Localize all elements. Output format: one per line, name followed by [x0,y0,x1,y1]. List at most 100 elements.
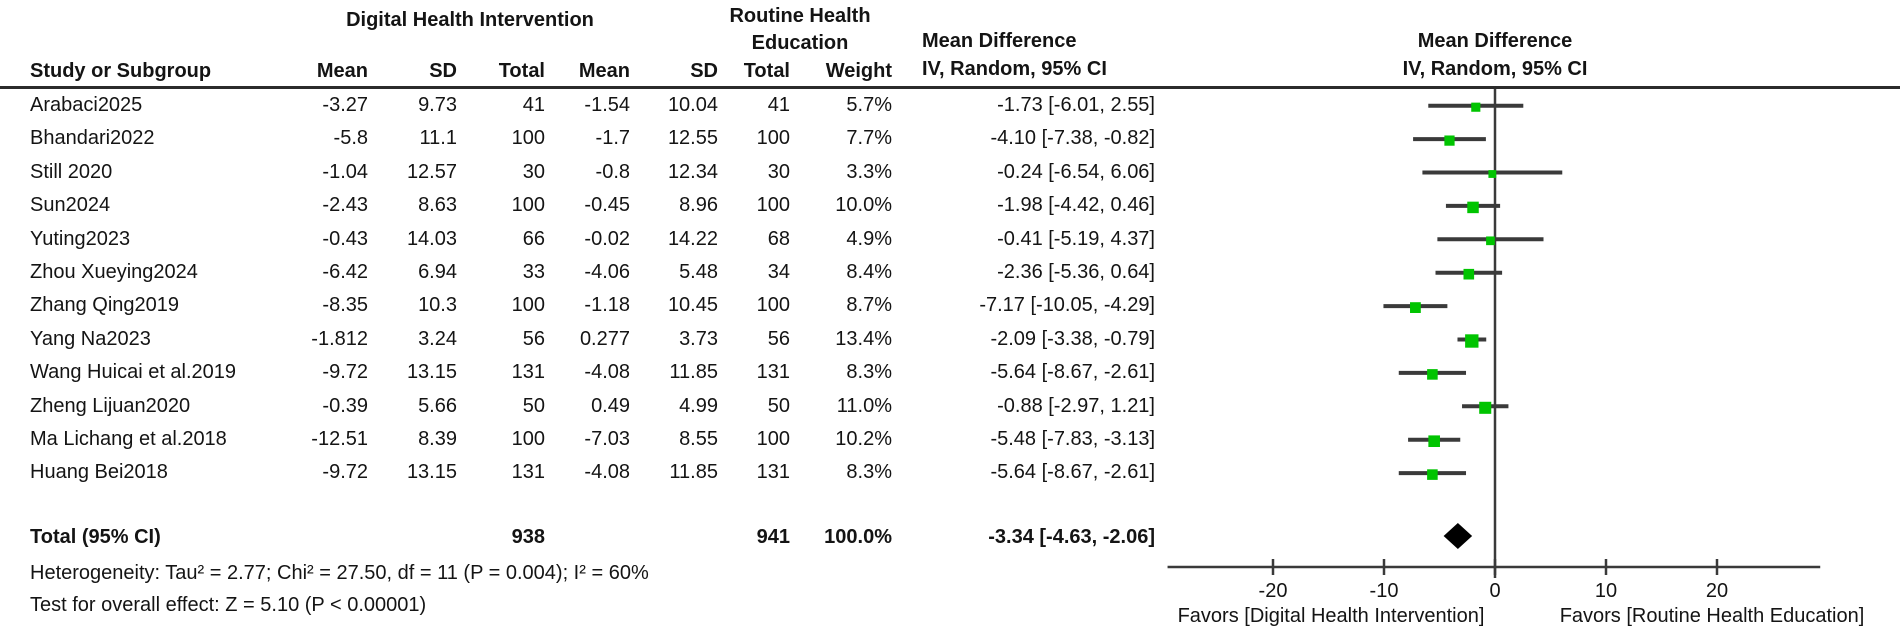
study-name: Zheng Lijuan2020 [30,394,191,417]
study-name: Zhang Qing2019 [30,294,180,317]
plot-subtitle: IV, Random, 95% CI [1402,58,1588,80]
sd1-cell: 3.24 [418,327,457,350]
study-name: Arabaci2025 [30,94,143,116]
study-row: Still 2020 -1.04 12.57 30 -0.8 12.34 30 3.3% -0.… [0,156,1160,189]
favors-right-label: Favors [Routine Health Education] [1560,605,1865,627]
axis-tick-label: -20 [1259,580,1288,602]
ci-text-cell: -4.10 [-7.38, -0.82] [990,127,1155,150]
mean1-cell: -9.72 [322,361,368,384]
total2-cell: 34 [767,261,790,283]
total2-cell: 131 [756,361,790,384]
sd1-cell: 9.73 [418,94,457,116]
sd1-cell: 11.1 [419,127,457,150]
sd2-cell: 14.22 [667,227,718,250]
effect-square [1428,435,1440,448]
study-name: Sun2024 [30,194,111,217]
study-name: Zhou Xueying2024 [30,261,198,283]
ci-text-cell: -1.73 [-6.01, 2.55] [997,94,1155,116]
mean2-cell: -1.54 [584,94,630,116]
sd1-cell: 10.3 [418,294,457,317]
total-label: Total (95% CI) [30,526,161,548]
sd2-cell: 4.99 [679,394,718,417]
sd2-cell: 10.45 [667,294,718,317]
favors-left-label: Favors [Digital Health Intervention] [1178,605,1485,627]
mean2-cell: -0.8 [595,160,630,183]
ci-text-cell: -5.64 [-8.67, -2.61] [990,461,1155,484]
mean1-cell: -12.51 [311,428,368,450]
weight-cell: 8.3% [846,461,892,484]
effect-square [1463,268,1475,280]
study-row: Sun2024 -2.43 8.63 100 -0.45 8.96 100 10.0% -1.9… [0,189,1160,222]
total2-cell: 100 [756,428,790,450]
sd1-cell: 6.94 [418,261,457,283]
total1-cell: 50 [522,394,545,417]
total-n1: 938 [511,526,545,548]
total1-cell: 66 [522,227,545,250]
effect-square [1479,401,1492,414]
mean1-cell: -3.27 [322,94,368,116]
mean2-cell: 0.277 [579,327,630,350]
total2-cell: 41 [767,94,790,116]
overall-effect-text: Test for overall effect: Z = 5.10 (P < 0… [30,594,427,616]
study-row: Yang Na2023 -1.812 3.24 56 0.277 3.73 56 13.4% -… [0,323,1160,356]
total-ci-text: -3.34 [-4.63, -2.06] [988,526,1155,548]
sd2-cell: 5.48 [679,261,718,283]
mean1-cell: -9.72 [322,461,368,484]
mean1-cell: -1.04 [322,160,368,183]
sd1-cell: 12.57 [406,160,457,183]
sd1-cell: 13.15 [406,361,457,384]
study-name: Still 2020 [30,160,113,183]
table-header-row: Study or Subgroup Mean SD Total Mean SD … [0,56,1900,86]
axis-tick-label: 20 [1706,580,1728,602]
total-weight: 100.0% [824,526,892,548]
total1-cell: 33 [522,261,545,283]
weight-cell: 8.4% [846,261,892,283]
md-column-subtitle: IV, Random, 95% CI [922,58,1107,80]
plot-title: Mean Difference [1417,30,1573,52]
study-row: Zhou Xueying2024 -6.42 6.94 33 -4.06 5.48 34 8.… [0,256,1160,289]
col-header-mean2: Mean [578,60,630,82]
total2-cell: 100 [756,127,790,150]
study-name: Bhandari2022 [30,127,155,150]
total2-cell: 68 [767,227,790,250]
ci-text-cell: -7.17 [-10.05, -4.29] [979,294,1155,317]
total1-cell: 131 [511,461,545,484]
mean1-cell: -2.43 [322,194,368,217]
weight-cell: 10.2% [835,428,892,450]
total1-cell: 131 [511,361,545,384]
study-name: Wang Huicai et al.2019 [30,361,237,384]
sd2-cell: 12.34 [667,160,718,183]
weight-cell: 5.7% [846,94,892,116]
total1-cell: 100 [511,294,545,317]
study-row: Zhang Qing2019 -8.35 10.3 100 -1.18 10.45 100 8… [0,289,1160,322]
ci-text-cell: -0.88 [-2.97, 1.21] [997,394,1155,417]
axis-tick-label: 0 [1489,580,1500,602]
effect-square [1427,469,1438,480]
sd2-cell: 12.55 [667,127,718,150]
sd2-cell: 10.04 [667,94,718,116]
col-header-study: Study or Subgroup [30,60,212,82]
total2-cell: 131 [756,461,790,484]
sd1-cell: 8.39 [418,428,457,450]
effect-square [1471,102,1481,112]
effect-square [1488,170,1497,178]
mean1-cell: -6.42 [322,261,368,283]
study-name: Ma Lichang et al.2018 [30,428,227,450]
sd1-cell: 14.03 [406,227,457,250]
study-name: Yang Na2023 [30,327,151,350]
sd1-cell: 5.66 [418,394,457,417]
effect-square [1486,236,1495,246]
sd1-cell: 13.15 [406,461,457,484]
study-name: Huang Bei2018 [30,461,168,484]
mean2-cell: -1.18 [584,294,630,317]
mean1-cell: -5.8 [333,127,368,150]
study-row: Ma Lichang et al.2018 -12.51 8.39 100 -7.03 8… [0,423,1160,456]
ci-text-cell: -5.48 [-7.83, -3.13] [990,428,1155,450]
effect-square [1444,135,1455,146]
study-row: Wang Huicai et al.2019 -9.72 13.15 131 -4.08… [0,356,1160,389]
weight-cell: 10.0% [835,194,892,217]
effect-square [1467,201,1479,214]
summary-diamond [1443,523,1473,549]
total1-cell: 30 [522,160,545,183]
total2-cell: 50 [767,394,790,417]
